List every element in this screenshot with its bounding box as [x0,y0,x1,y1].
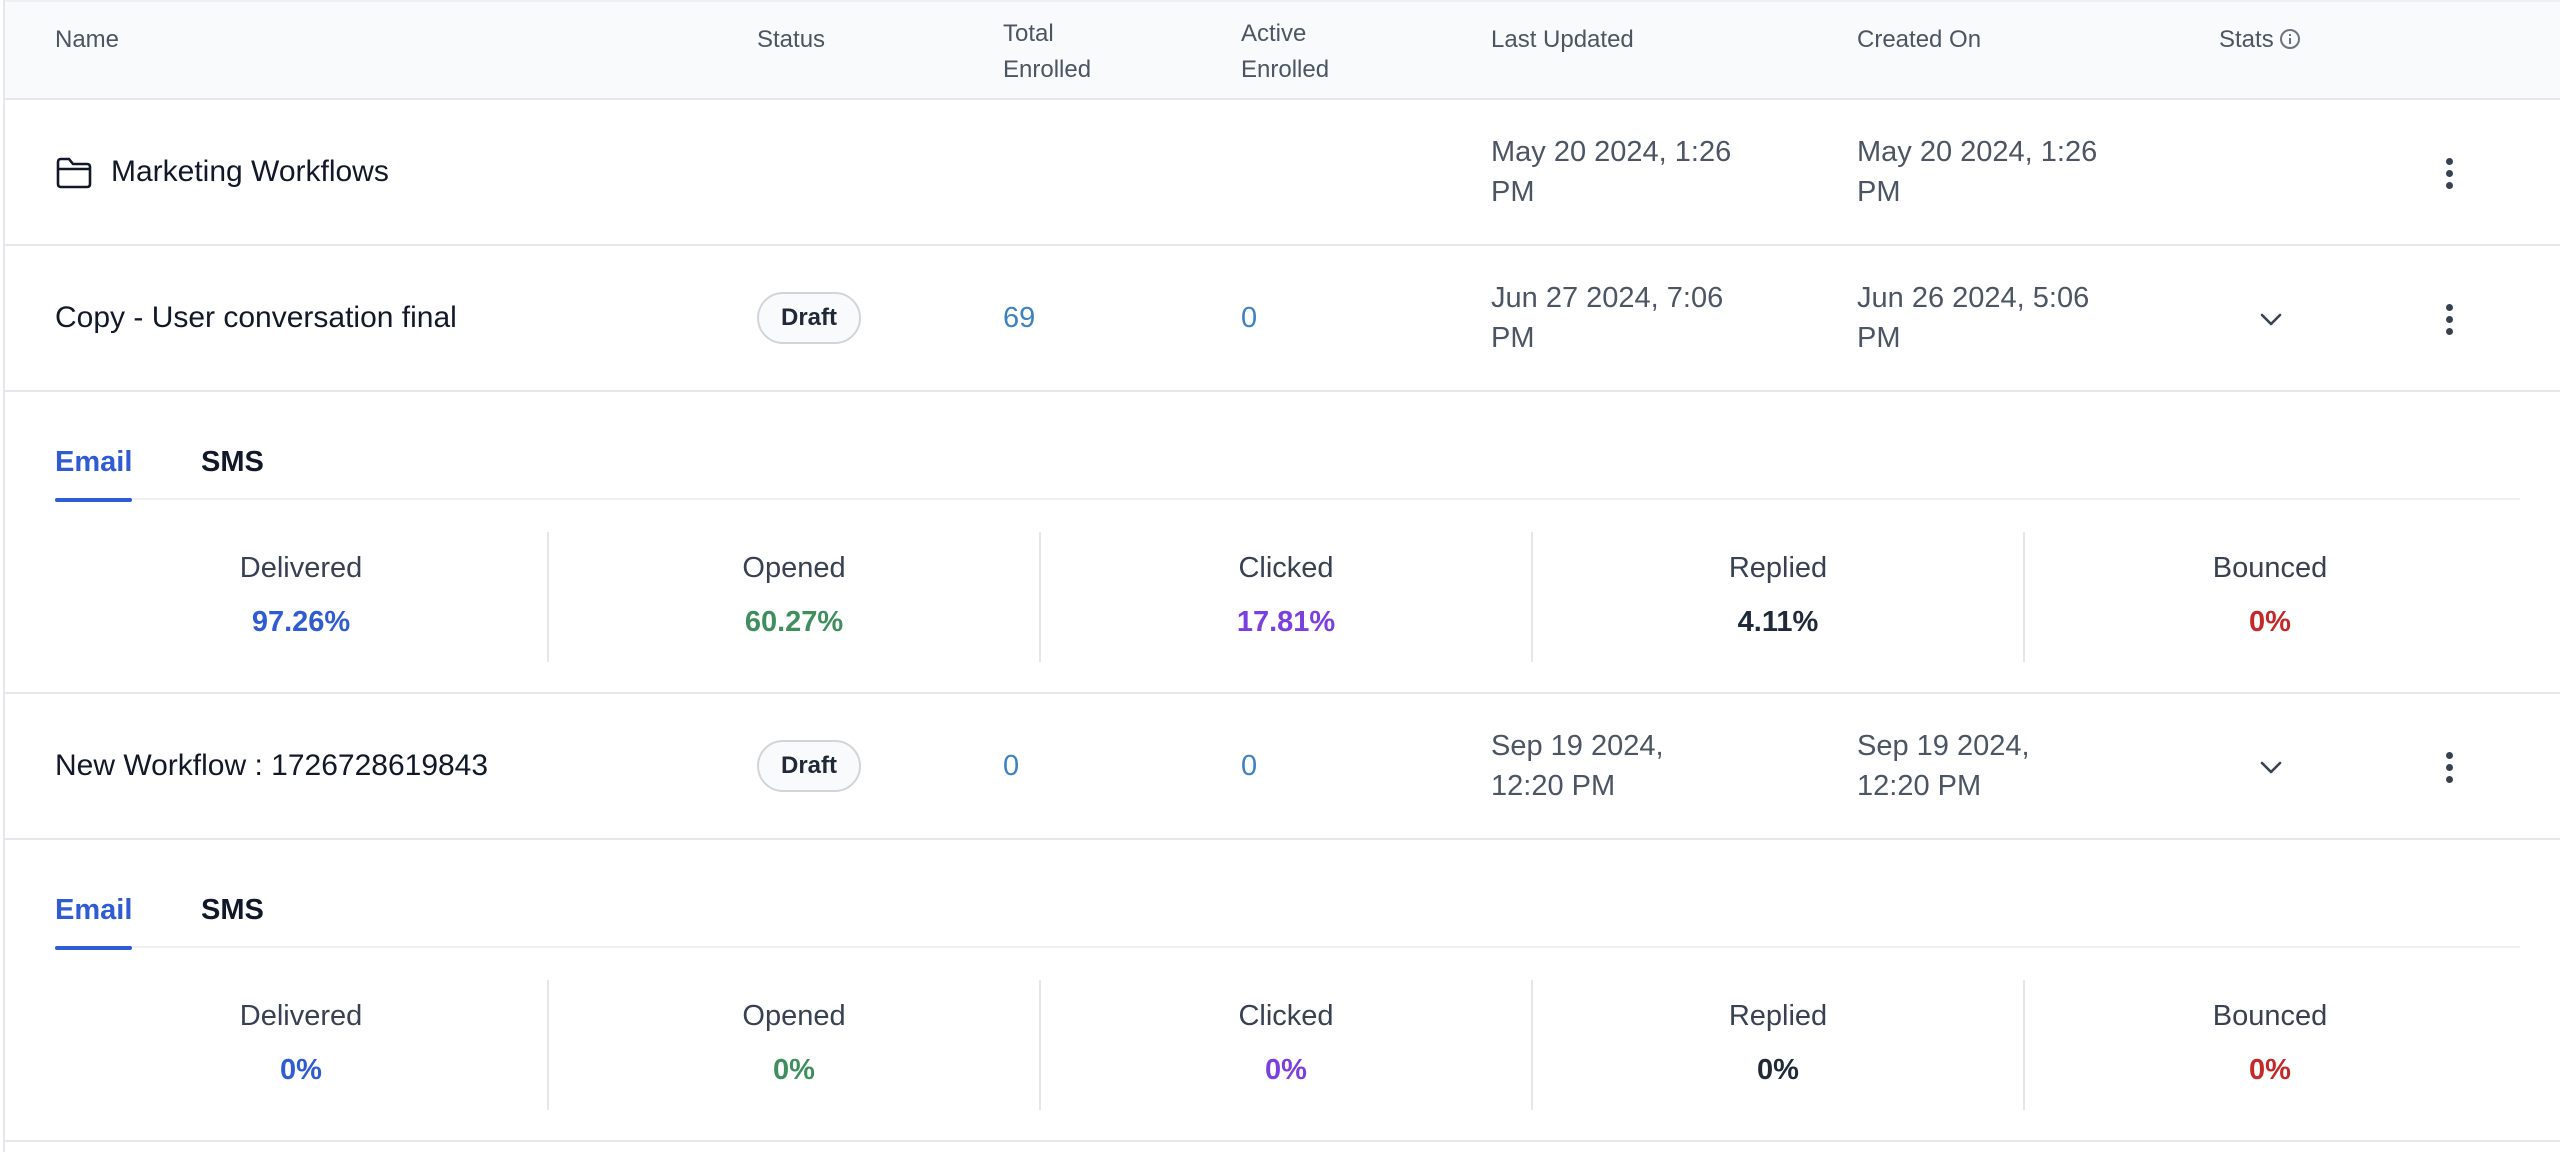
metric-clicked: Clicked 0% [1039,980,1531,1110]
metric-label: Bounced [2212,552,2328,584]
tab-sms[interactable]: SMS [201,894,264,926]
column-header-stats: Stats [2219,22,2300,58]
more-vertical-icon[interactable] [2429,747,2469,787]
total-enrolled-count[interactable]: 0 [1003,750,1020,782]
column-header-status[interactable]: Status [757,26,826,53]
metric-value: 60.27% [744,606,844,638]
metric-value: 0% [1757,1054,1799,1086]
metric-replied: Replied 4.11% [1531,532,2023,662]
last-updated-date: Sep 19 2024, 12:20 PM [1491,730,1664,802]
metric-opened: Opened 60.27% [547,532,1039,662]
stats-panel: Email SMS Delivered 0% Opened 0% Clicked… [5,840,2560,1142]
workflow-name[interactable]: New Workflow : 1726728619843 [55,749,489,782]
table-row-workflow[interactable]: Copy - User conversation final Draft 69 … [5,246,2560,392]
active-enrolled-count[interactable]: 0 [1241,302,1258,334]
metric-clicked: Clicked 17.81% [1039,532,1531,662]
table-header: Name Status Total Enrolled Active Enroll… [5,0,2560,100]
created-on-date: Jun 26 2024, 5:06 PM [1857,282,2090,354]
table-row-folder[interactable]: Marketing Workflows May 20 2024, 1:26 PM… [5,100,2560,246]
metric-replied: Replied 0% [1531,980,2023,1110]
metric-label: Opened [742,552,846,584]
stats-panel: Email SMS Delivered 97.26% Opened 60.27%… [5,392,2560,694]
metric-value: 0% [2249,1054,2291,1086]
metric-bounced: Bounced 0% [2023,980,2515,1110]
status-badge: Draft [757,292,862,344]
metric-value: 97.26% [251,606,351,638]
more-vertical-icon[interactable] [2429,299,2469,339]
tab-sms[interactable]: SMS [201,446,264,478]
column-header-active-enrolled[interactable]: Active Enrolled [1241,20,1330,83]
created-on-date: May 20 2024, 1:26 PM [1857,136,2098,208]
folder-name[interactable]: Marketing Workflows [111,155,389,188]
metric-delivered: Delivered 97.26% [55,532,547,662]
metric-label: Clicked [1238,552,1334,584]
info-icon[interactable] [2279,28,2300,49]
metric-delivered: Delivered 0% [55,980,547,1110]
metric-value: 0% [2249,606,2291,638]
stats-tabs: Email SMS [55,442,2520,502]
metric-opened: Opened 0% [547,980,1039,1110]
column-header-total-enrolled[interactable]: Total Enrolled [1003,20,1092,83]
workflows-table: Name Status Total Enrolled Active Enroll… [3,0,2560,1152]
table-row-workflow[interactable]: New Workflow : 1726728619843 Draft 0 0 S… [5,694,2560,840]
created-on-date: Sep 19 2024, 12:20 PM [1857,730,2030,802]
column-header-name[interactable]: Name [55,26,120,53]
metric-bounced: Bounced 0% [2023,532,2515,662]
metric-label: Delivered [239,1000,363,1032]
chevron-down-icon[interactable] [2251,747,2291,787]
metric-label: Bounced [2212,1000,2328,1032]
tab-email[interactable]: Email [55,890,133,950]
last-updated-date: Jun 27 2024, 7:06 PM [1491,282,1724,354]
metric-value: 0% [1265,1054,1307,1086]
last-updated-date: May 20 2024, 1:26 PM [1491,136,1732,208]
column-header-created-on[interactable]: Created On [1857,26,1982,53]
metric-value: 0% [280,1054,322,1086]
column-header-last-updated[interactable]: Last Updated [1491,26,1634,53]
more-vertical-icon[interactable] [2429,153,2469,193]
metric-label: Clicked [1238,1000,1334,1032]
folder-icon [56,157,92,189]
stats-tabs: Email SMS [55,890,2520,950]
chevron-down-icon[interactable] [2251,299,2291,339]
stats-metrics: Delivered 97.26% Opened 60.27% Clicked 1… [55,532,2515,662]
total-enrolled-count[interactable]: 69 [1003,302,1036,334]
metric-value: 17.81% [1236,606,1336,638]
metric-label: Replied [1728,1000,1828,1032]
metric-value: 0% [773,1054,815,1086]
metric-label: Opened [742,1000,846,1032]
metric-label: Replied [1728,552,1828,584]
active-enrolled-count[interactable]: 0 [1241,750,1258,782]
metric-value: 4.11% [1737,606,1819,638]
status-badge: Draft [757,740,862,792]
workflow-name[interactable]: Copy - User conversation final [55,301,457,334]
metric-label: Delivered [239,552,363,584]
tab-email[interactable]: Email [55,442,133,502]
stats-metrics: Delivered 0% Opened 0% Clicked 0% Replie… [55,980,2515,1110]
